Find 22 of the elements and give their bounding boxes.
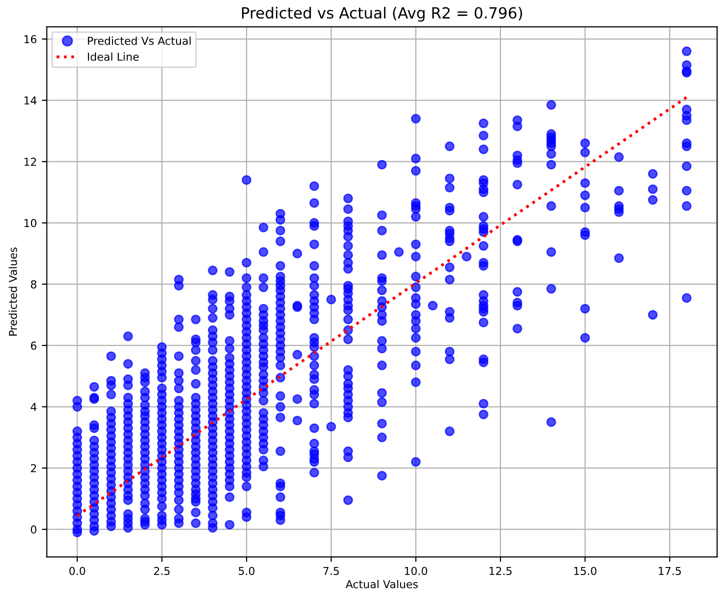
y-tick-label: 12 bbox=[24, 158, 36, 166]
y-tick-label: 16 bbox=[24, 35, 36, 44]
x-tick-label: 15.0 bbox=[574, 566, 596, 576]
y-axis-title: Predicted Values bbox=[8, 248, 18, 336]
legend-label: Predicted Vs Actual bbox=[88, 36, 191, 45]
y-tick-label: 14 bbox=[24, 96, 36, 104]
x-tick-label: 7.5 bbox=[323, 566, 339, 576]
legend-label: Ideal Line bbox=[88, 52, 139, 61]
x-tick-label: 10.0 bbox=[404, 566, 428, 576]
y-tick-label: 8 bbox=[30, 280, 36, 288]
y-tick-label: 4 bbox=[30, 402, 36, 411]
x-tick-label: 5.0 bbox=[238, 566, 254, 576]
x-tick-label: 12.5 bbox=[490, 566, 512, 576]
y-tick-label: 6 bbox=[30, 342, 36, 350]
y-tick-label: 10 bbox=[24, 218, 36, 228]
chart-title: Predicted vs Actual (Avg R2 = 0.796) bbox=[242, 6, 522, 22]
x-tick-label: 17.5 bbox=[658, 566, 681, 576]
x-tick-label: 2.5 bbox=[154, 566, 170, 576]
y-tick-label: 0 bbox=[30, 525, 36, 534]
y-tick-label: 2 bbox=[30, 464, 36, 472]
x-axis-title: Actual Values bbox=[346, 580, 418, 588]
x-tick-label: 0.0 bbox=[69, 566, 86, 576]
